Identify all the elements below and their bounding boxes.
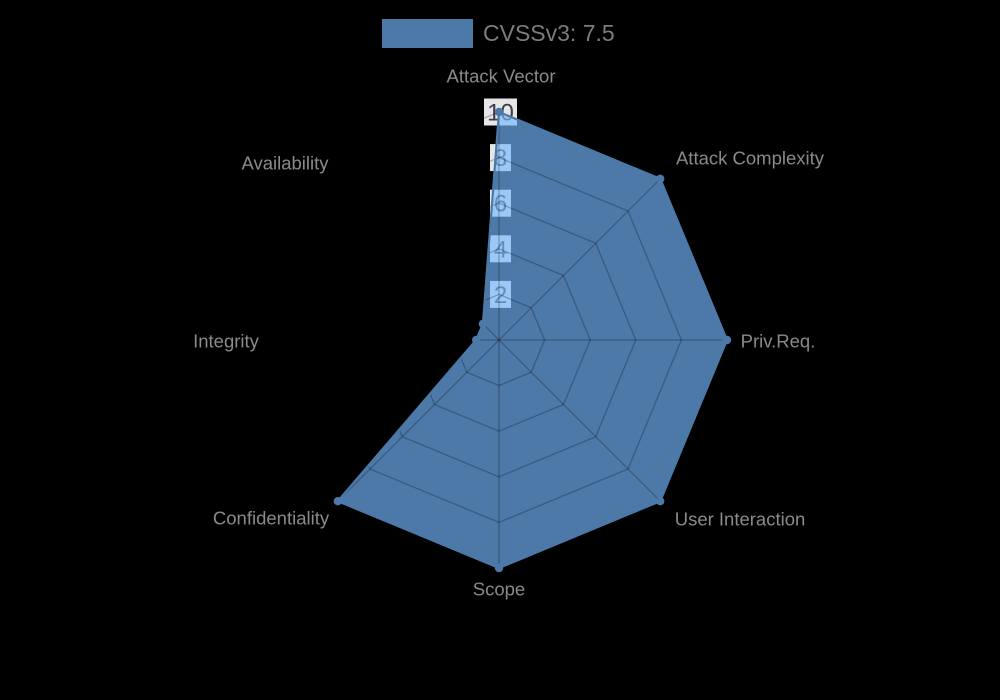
data-point-marker xyxy=(472,335,481,345)
data-point-marker xyxy=(494,107,504,117)
grid-ring xyxy=(315,156,683,524)
axis-label-priv-req: Priv.Req. xyxy=(741,331,816,352)
legend-label: CVSSv3: 7.5 xyxy=(483,20,615,46)
grid-spoke xyxy=(337,178,500,341)
grid-spoke xyxy=(498,178,661,341)
grid-spoke xyxy=(498,339,661,502)
data-point-marker xyxy=(722,335,732,345)
legend: CVSSv3: 7.5 xyxy=(382,19,615,48)
axis-label-availability: Availability xyxy=(241,153,329,174)
data-point-marker xyxy=(478,319,488,329)
axis-label-confidentiality: Confidentiality xyxy=(213,508,330,529)
grid-ring xyxy=(407,248,591,432)
grid-ring xyxy=(361,202,637,478)
axis-label-scope: Scope xyxy=(473,579,525,600)
legend-swatch xyxy=(382,19,473,48)
axis-label-integrity: Integrity xyxy=(193,331,260,352)
radar-fill-polygon xyxy=(337,112,727,568)
data-point-marker xyxy=(494,563,504,573)
data-point-marker xyxy=(656,497,665,506)
axis-label-attack-vector: Attack Vector xyxy=(447,66,556,87)
grid-spoke xyxy=(337,339,500,502)
grid-ring xyxy=(452,293,546,387)
data-point-marker xyxy=(333,497,342,506)
axis-label-user-interaction: User Interaction xyxy=(675,509,806,530)
data-point-marker xyxy=(656,174,665,183)
axis-label-attack-complexity: Attack Complexity xyxy=(676,148,825,169)
